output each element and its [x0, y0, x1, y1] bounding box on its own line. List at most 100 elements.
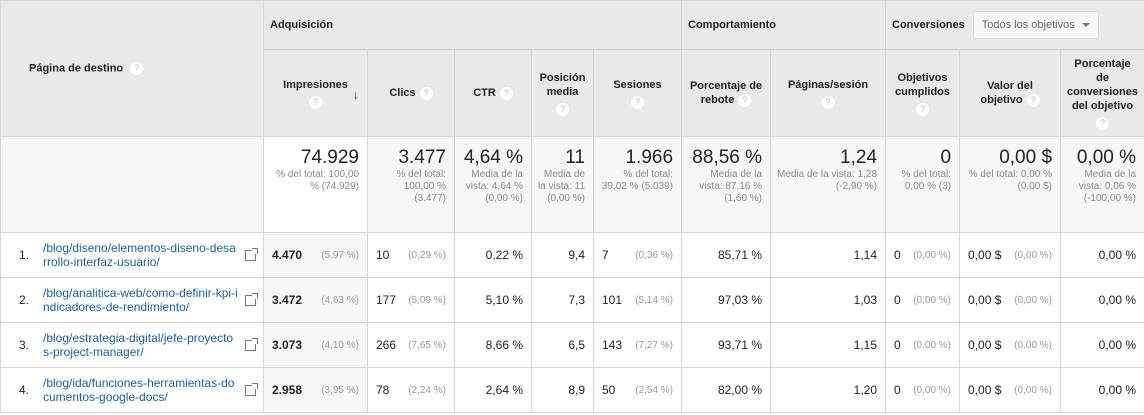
- value: 177: [376, 293, 397, 307]
- group-conversions: Conversiones Todos los objetivos: [885, 0, 1144, 50]
- external-link-icon[interactable]: [245, 247, 258, 261]
- help-icon[interactable]: ?: [309, 95, 322, 109]
- total-sub: % del total: 39,02 % (5.039): [601, 169, 674, 192]
- col-ctr[interactable]: CTR?: [454, 49, 532, 137]
- col-avg-position[interactable]: Posición media ?: [531, 49, 594, 137]
- value: 0,00 $: [968, 383, 1002, 397]
- clicks-cell: 78 (2,24 %): [367, 367, 455, 413]
- dimension-header-label: Página de destino: [29, 62, 124, 75]
- goal-value-cell: 0,00 $ (0,00 %): [959, 277, 1062, 323]
- impressions-cell: 2.958 (3,95 %): [263, 367, 368, 413]
- chevron-down-icon: [1081, 23, 1090, 27]
- total-value: 4,64 %: [463, 147, 523, 168]
- ctr-cell: 2,64 %: [454, 367, 532, 413]
- ctr-cell: 8,66 %: [454, 322, 532, 368]
- group-conversions-label: Conversiones: [892, 19, 965, 31]
- goal-select-dropdown[interactable]: Todos los objetivos: [972, 11, 1099, 39]
- percent: (2,54 %): [635, 384, 674, 396]
- col-pages-session[interactable]: Páginas/sesión ?: [770, 49, 887, 137]
- bounce-cell: 82,00 %: [681, 367, 772, 413]
- help-icon[interactable]: ?: [419, 86, 433, 100]
- help-icon[interactable]: ?: [1026, 93, 1040, 107]
- total-value: 1,24: [840, 147, 878, 168]
- col-goal-value[interactable]: Valor del objetivo?: [959, 49, 1062, 137]
- total-pages-session: 1,24 Media de la vista: 1,28 (-2,90 %): [770, 136, 887, 233]
- value: 3.472: [272, 293, 303, 307]
- table-row: 3. /blog/estrategia-digital/jefe-proyect…: [0, 322, 1144, 368]
- position-cell: 9,4: [531, 232, 594, 278]
- total-value: 0,00 %: [1076, 147, 1137, 168]
- help-icon[interactable]: ?: [916, 102, 930, 116]
- dimension-header[interactable]: Página de destino ?: [0, 0, 264, 137]
- col-sessions[interactable]: Sesiones ?: [592, 49, 683, 137]
- percent: (5,97 %): [321, 249, 359, 261]
- help-icon[interactable]: ?: [556, 102, 569, 116]
- row-index: 1.: [19, 248, 30, 262]
- value: 101: [602, 293, 623, 307]
- col-goal-conv-rate[interactable]: Porcentaje de conversiones del objetivo …: [1060, 49, 1144, 137]
- percent: (7,27 %): [635, 339, 674, 351]
- value: 143: [602, 338, 623, 352]
- conv-rate-cell: 0,00 %: [1060, 277, 1144, 323]
- total-sub: Media de la vista: 0,06 % (-100,00 %): [1078, 169, 1137, 204]
- pages-session-cell: 1,20: [770, 367, 887, 413]
- value: 266: [376, 338, 397, 352]
- bounce-cell: 85,71 %: [681, 232, 772, 278]
- external-link-icon[interactable]: [245, 292, 258, 306]
- conv-rate-cell: 0,00 %: [1060, 322, 1144, 368]
- table-row: 2. /blog/analitica-web/como-definir-kpi-…: [0, 277, 1144, 323]
- value: 0: [894, 383, 901, 397]
- percent: (5,09 %): [408, 294, 446, 306]
- percent: (0,00 %): [913, 249, 952, 261]
- col-impressions[interactable]: Impresiones ? ↓: [263, 49, 368, 137]
- dimension-cell: 3. /blog/estrategia-digital/jefe-proyect…: [0, 322, 264, 368]
- total-ctr: 4,64 % Media de la vista: 4,64 % (0,00 %): [454, 136, 532, 233]
- col-label: Posición media: [539, 71, 586, 98]
- help-icon[interactable]: ?: [1096, 116, 1110, 130]
- total-goal-value: 0,00 $% del total: 0,00 % (0,00 $): [959, 136, 1062, 233]
- goal-value-cell: 0,00 $ (0,00 %): [959, 367, 1062, 413]
- conv-rate-cell: 0,00 %: [1060, 232, 1144, 278]
- landing-page-link[interactable]: /blog/ida/funciones-herramientas-documen…: [43, 376, 235, 404]
- external-link-icon[interactable]: [245, 382, 258, 396]
- total-clicks: 3.477% del total: 100,00 % (3.477): [367, 136, 455, 233]
- landing-page-link[interactable]: /blog/analitica-web/como-definir-kpi-ind…: [43, 286, 238, 314]
- col-label: Páginas/sesión: [787, 78, 869, 91]
- col-bounce-rate[interactable]: Porcentaje de rebote?: [681, 49, 772, 137]
- external-link-icon[interactable]: [245, 337, 258, 351]
- landing-page-link[interactable]: /blog/diseno/elementos-diseno-desarrollo…: [43, 241, 236, 269]
- group-behavior: Comportamiento: [681, 0, 887, 50]
- total-conv-rate: 0,00 % Media de la vista: 0,06 % (-100,00…: [1060, 136, 1144, 233]
- help-icon[interactable]: ?: [499, 86, 513, 100]
- total-value: 1.966: [625, 147, 674, 168]
- row-index: 2.: [19, 293, 30, 307]
- dimension-cell: 2. /blog/analitica-web/como-definir-kpi-…: [0, 277, 264, 323]
- ctr-cell: 0,22 %: [454, 232, 532, 278]
- total-value: 0: [940, 147, 952, 168]
- percent: (0,00 %): [913, 294, 952, 306]
- sort-desc-icon[interactable]: ↓: [352, 87, 360, 102]
- col-label: Porcentaje de conversiones del objetivo: [1067, 57, 1138, 112]
- total-sub: % del total: 100,00 % (3.477): [396, 169, 446, 204]
- percent: (0,36 %): [635, 249, 674, 261]
- help-icon[interactable]: ?: [738, 93, 752, 107]
- landing-page-link[interactable]: /blog/estrategia-digital/jefe-proyectos-…: [43, 331, 234, 359]
- help-icon[interactable]: ?: [631, 95, 644, 109]
- goals-cell: 0 (0,00 %): [885, 277, 961, 323]
- value: 7: [602, 248, 609, 262]
- percent: (0,29 %): [408, 249, 446, 261]
- col-clicks[interactable]: Clics?: [367, 49, 455, 137]
- total-impressions: 74.929% del total: 100,00 % (74.929): [263, 136, 368, 233]
- percent: (0,00 %): [913, 384, 952, 396]
- sessions-cell: 101 (5,14 %): [592, 277, 683, 323]
- col-goal-completions[interactable]: Objetivos cumplidos ?: [885, 49, 961, 137]
- percent: (5,14 %): [635, 294, 674, 306]
- help-icon[interactable]: ?: [821, 95, 835, 109]
- goal-value-cell: 0,00 $ (0,00 %): [959, 232, 1062, 278]
- percent: (0,00 %): [913, 339, 952, 351]
- percent: (0,00 %): [1014, 339, 1053, 351]
- total-sub: % del total: 100,00 % (74.929): [276, 169, 359, 192]
- help-icon[interactable]: ?: [130, 62, 144, 75]
- total-sessions: 1.966% del total: 39,02 % (5.039): [592, 136, 683, 233]
- value: 0: [894, 338, 901, 352]
